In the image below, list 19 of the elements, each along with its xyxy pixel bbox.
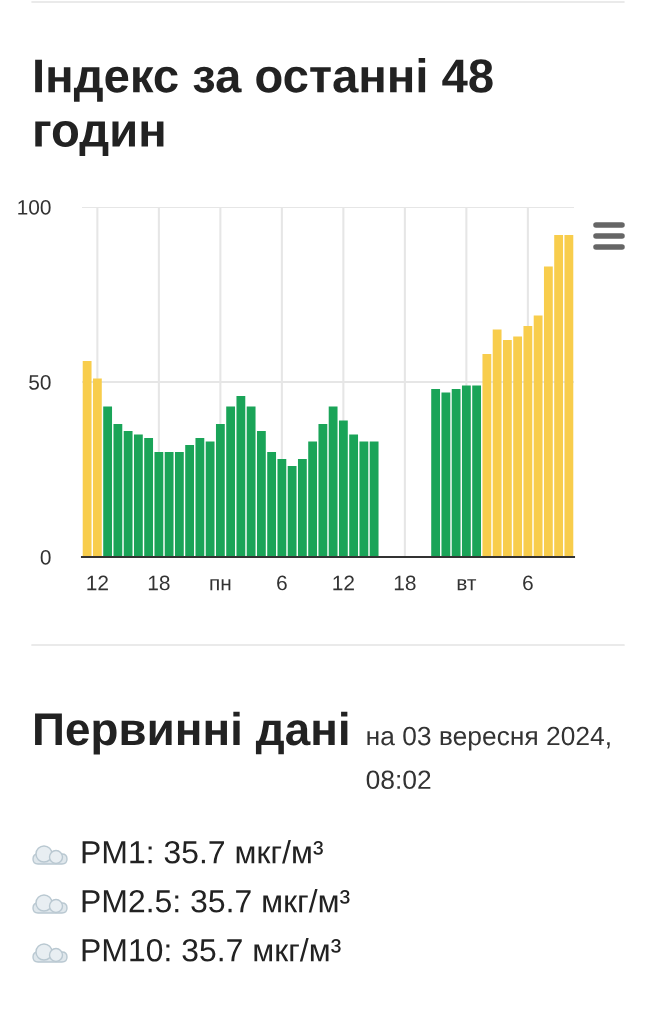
text: PM1: 35.7 мкг/м³ xyxy=(82,840,323,864)
y-tick-label: 100 xyxy=(18,200,51,215)
x-tick-label: пн xyxy=(210,579,231,591)
x-tick-label: 18 xyxy=(148,575,170,591)
x-tick-label: 12 xyxy=(333,575,354,591)
text: Первинні дані xyxy=(35,711,348,755)
y-tick-label: 0 xyxy=(40,550,51,565)
text: PM10: 35.7 мкг/м³ xyxy=(82,938,341,962)
x-tick-label: 6 xyxy=(523,575,533,591)
bar xyxy=(482,354,492,557)
text: PM2.5: 35.7 мкг/м³ xyxy=(82,889,350,913)
bar xyxy=(369,441,379,557)
x-tick-label: вт xyxy=(457,579,477,591)
x-tick-label: 6 xyxy=(277,575,287,591)
x-tick-label: 18 xyxy=(394,575,416,591)
chart-title: Індекс за останні 48 годин xyxy=(35,58,493,156)
y-tick-label: 50 xyxy=(29,375,51,390)
text: на 03 вересня 2024, 08:02 xyxy=(366,726,610,790)
x-tick-label: 12 xyxy=(87,575,108,591)
